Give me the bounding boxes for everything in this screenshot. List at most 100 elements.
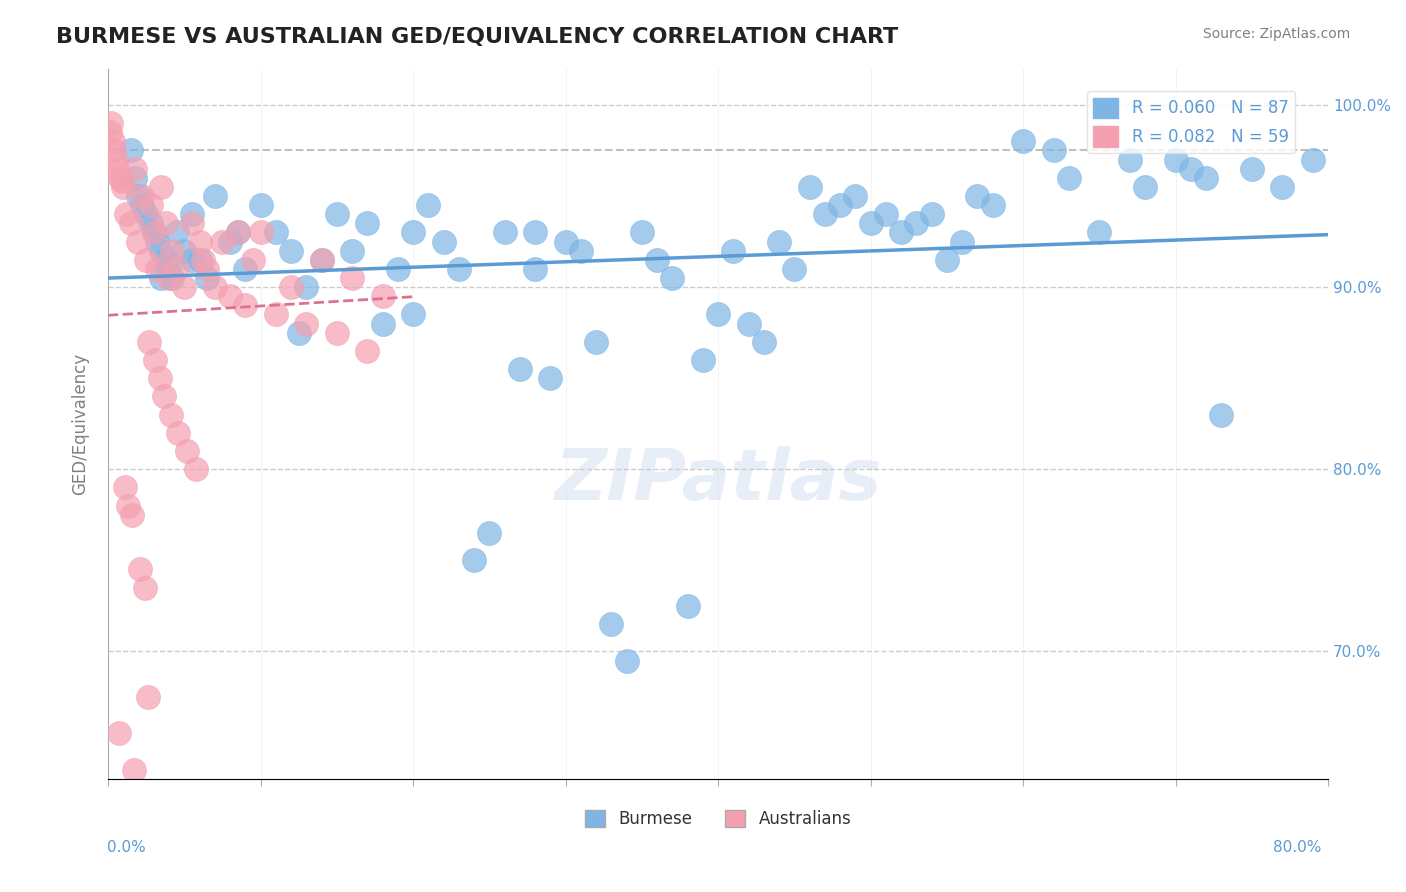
Point	[890, 226, 912, 240]
Point	[101, 134, 124, 148]
Point	[166, 226, 188, 240]
Point	[1042, 144, 1064, 158]
Point	[630, 226, 652, 240]
Point	[166, 261, 188, 276]
Point	[150, 180, 173, 194]
Point	[569, 244, 592, 258]
Point	[135, 207, 157, 221]
Point	[645, 252, 668, 267]
Point	[186, 462, 208, 476]
Point	[173, 280, 195, 294]
Point	[150, 244, 173, 258]
Point	[188, 252, 211, 267]
Point	[280, 244, 302, 258]
Point	[124, 170, 146, 185]
Point	[128, 235, 150, 249]
Text: BURMESE VS AUSTRALIAN GED/EQUIVALENCY CORRELATION CHART: BURMESE VS AUSTRALIAN GED/EQUIVALENCY CO…	[56, 27, 898, 46]
Text: 80.0%: 80.0%	[1274, 840, 1322, 855]
Point	[120, 144, 142, 158]
Point	[311, 252, 333, 267]
Point	[108, 170, 131, 185]
Point	[1057, 170, 1080, 185]
Point	[524, 226, 547, 240]
Point	[1180, 161, 1202, 176]
Point	[799, 180, 821, 194]
Point	[509, 362, 531, 376]
Point	[295, 317, 318, 331]
Point	[153, 389, 176, 403]
Y-axis label: GED/Equivalency: GED/Equivalency	[72, 352, 89, 495]
Point	[723, 244, 745, 258]
Point	[107, 726, 129, 740]
Point	[249, 198, 271, 212]
Point	[134, 581, 156, 595]
Point	[387, 261, 409, 276]
Point	[249, 226, 271, 240]
Point	[844, 189, 866, 203]
Point	[195, 261, 218, 276]
Point	[195, 271, 218, 285]
Point	[233, 298, 256, 312]
Point	[264, 226, 287, 240]
Point	[157, 271, 180, 285]
Point	[935, 252, 957, 267]
Point	[143, 353, 166, 368]
Point	[661, 271, 683, 285]
Point	[219, 235, 242, 249]
Text: ZIPatlas: ZIPatlas	[554, 446, 882, 515]
Point	[340, 244, 363, 258]
Point	[114, 480, 136, 494]
Point	[554, 235, 576, 249]
Point	[340, 271, 363, 285]
Point	[432, 235, 454, 249]
Point	[737, 317, 759, 331]
Point	[138, 334, 160, 349]
Point	[191, 252, 214, 267]
Point	[585, 334, 607, 349]
Point	[478, 526, 501, 541]
Point	[1119, 153, 1142, 167]
Point	[1088, 226, 1111, 240]
Legend: Burmese, Australians: Burmese, Australians	[578, 803, 858, 835]
Point	[176, 444, 198, 458]
Point	[356, 216, 378, 230]
Point	[447, 261, 470, 276]
Point	[242, 252, 264, 267]
Point	[966, 189, 988, 203]
Point	[494, 226, 516, 240]
Point	[1164, 153, 1187, 167]
Point	[287, 326, 309, 340]
Point	[124, 161, 146, 176]
Point	[129, 562, 152, 576]
Point	[1195, 170, 1218, 185]
Point	[356, 343, 378, 358]
Text: 0.0%: 0.0%	[107, 840, 146, 855]
Point	[676, 599, 699, 613]
Point	[326, 207, 349, 221]
Text: Source: ZipAtlas.com: Source: ZipAtlas.com	[1202, 27, 1350, 41]
Point	[131, 198, 153, 212]
Point	[752, 334, 775, 349]
Point	[226, 226, 249, 240]
Point	[616, 653, 638, 667]
Point	[115, 207, 138, 221]
Point	[950, 235, 973, 249]
Point	[921, 207, 943, 221]
Point	[219, 289, 242, 303]
Point	[783, 261, 806, 276]
Point	[264, 307, 287, 321]
Point	[111, 174, 134, 188]
Point	[280, 280, 302, 294]
Point	[768, 235, 790, 249]
Point	[142, 226, 165, 240]
Point	[402, 226, 425, 240]
Point	[692, 353, 714, 368]
Point	[859, 216, 882, 230]
Point	[142, 226, 165, 240]
Point	[167, 425, 190, 440]
Point	[1240, 161, 1263, 176]
Point	[104, 153, 127, 167]
Point	[98, 125, 121, 139]
Point	[204, 189, 226, 203]
Point	[180, 207, 202, 221]
